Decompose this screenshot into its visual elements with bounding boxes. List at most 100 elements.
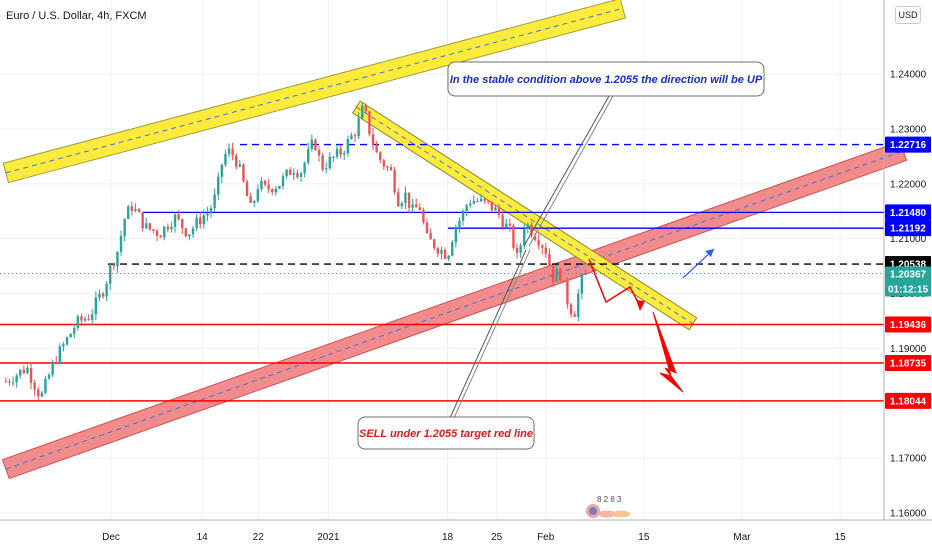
level-price-tag [885, 204, 931, 221]
x-tick-label: 2021 [317, 532, 340, 543]
candle-down [235, 155, 238, 167]
candle-down [184, 228, 188, 237]
callout-pointer-top-edge [528, 95, 614, 247]
candle-up [163, 226, 166, 238]
time-axis[interactable]: Dec 14 22 2021 18 25 Feb 15 Mar 15 [0, 519, 932, 543]
candles [4, 102, 587, 400]
y-tick-label: 1.19000 [890, 344, 927, 355]
candle-down [296, 172, 299, 178]
candle-down [33, 382, 36, 390]
candle-up [209, 208, 213, 214]
level-price-label: 1.18735 [890, 358, 927, 369]
candle-up [65, 337, 69, 345]
note-up-text: In the stable condition above 1.2055 the… [450, 74, 763, 86]
candle-down [166, 226, 170, 230]
candle-up [224, 153, 227, 165]
candle-down [152, 229, 155, 231]
candle-up [440, 249, 443, 254]
yellow-channel-midline [5, 7, 623, 174]
candle-down [566, 280, 569, 305]
level-price-tag [885, 136, 931, 153]
candle-up [361, 105, 364, 119]
candle-down [80, 316, 83, 321]
candle-up [220, 164, 224, 177]
candle-up [350, 135, 353, 140]
x-tick-label: 25 [491, 532, 503, 543]
candle-up [47, 374, 51, 379]
note-up-box [447, 61, 765, 97]
candle-up [238, 164, 242, 167]
candle-up [116, 251, 119, 267]
candle-up [411, 204, 414, 208]
y-tick-label: 1.24000 [890, 70, 927, 81]
x-tick-label: 22 [253, 532, 265, 543]
candle-down [422, 210, 425, 223]
y-tick-label: 1.21000 [890, 234, 927, 245]
candle-up [91, 314, 94, 320]
candle-up [465, 205, 468, 211]
candle-down [386, 166, 389, 168]
candle-down [508, 223, 512, 226]
candle-down [548, 253, 551, 266]
candle-down [393, 170, 396, 193]
candle-up [256, 189, 260, 202]
candle-up [274, 188, 278, 193]
y-tick-label: 1.16000 [890, 509, 927, 520]
candle-down [112, 265, 116, 267]
currency-button[interactable]: USD [895, 6, 921, 24]
candle-up [170, 226, 173, 230]
callout-pointer-top [523, 95, 610, 247]
candle-down [353, 135, 357, 137]
candle-down [375, 144, 378, 153]
candle-down [418, 207, 422, 211]
candle-up [145, 223, 148, 229]
candle-down [271, 189, 274, 193]
overlays [588, 248, 715, 393]
candle-down [8, 381, 11, 383]
level-price-tag [885, 392, 931, 409]
candle-down [537, 240, 540, 246]
channels [1, 0, 908, 480]
price-axis[interactable]: 1.240001.230001.220001.210001.200001.190… [883, 0, 931, 520]
candle-up [260, 180, 263, 190]
candle-up [73, 327, 76, 334]
level-price-label: 1.18044 [890, 396, 927, 407]
x-tick-label: 18 [442, 532, 454, 543]
candle-up [69, 333, 72, 338]
candle-down [490, 201, 494, 211]
x-tick-label: Feb [537, 532, 555, 543]
candle-down [497, 207, 501, 216]
candle-up [328, 156, 332, 169]
candle-down [541, 245, 544, 248]
candle-up [577, 293, 580, 317]
candle-down [562, 280, 566, 282]
candle-up [83, 319, 87, 321]
candle-down [22, 369, 26, 374]
author-logo: 8 2 8 3 [583, 494, 639, 527]
candle-down [415, 204, 418, 208]
candle-down [267, 184, 270, 190]
candle-down [397, 192, 400, 207]
logo-digits: 8 2 8 3 [597, 495, 622, 504]
candle-up [40, 392, 44, 397]
candle-down [155, 230, 159, 236]
candle-up [303, 162, 306, 174]
candle-up [335, 148, 339, 157]
candle-down [443, 249, 447, 259]
level-price-label: 1.21192 [890, 224, 926, 235]
candle-up [343, 153, 346, 155]
candle-down [148, 223, 152, 230]
candle-up [400, 203, 404, 207]
candle-up [555, 268, 558, 282]
candle-up [98, 293, 101, 298]
candle-up [285, 169, 288, 177]
level-price-tag [885, 354, 931, 371]
current-price-tag [885, 266, 931, 297]
y-tick-label: 1.23000 [890, 125, 927, 136]
candle-up [494, 207, 497, 211]
candle-up [76, 316, 80, 328]
candle-down [181, 219, 184, 229]
candle-up [458, 220, 461, 227]
candle-down [314, 139, 317, 150]
candle-down [483, 198, 486, 201]
